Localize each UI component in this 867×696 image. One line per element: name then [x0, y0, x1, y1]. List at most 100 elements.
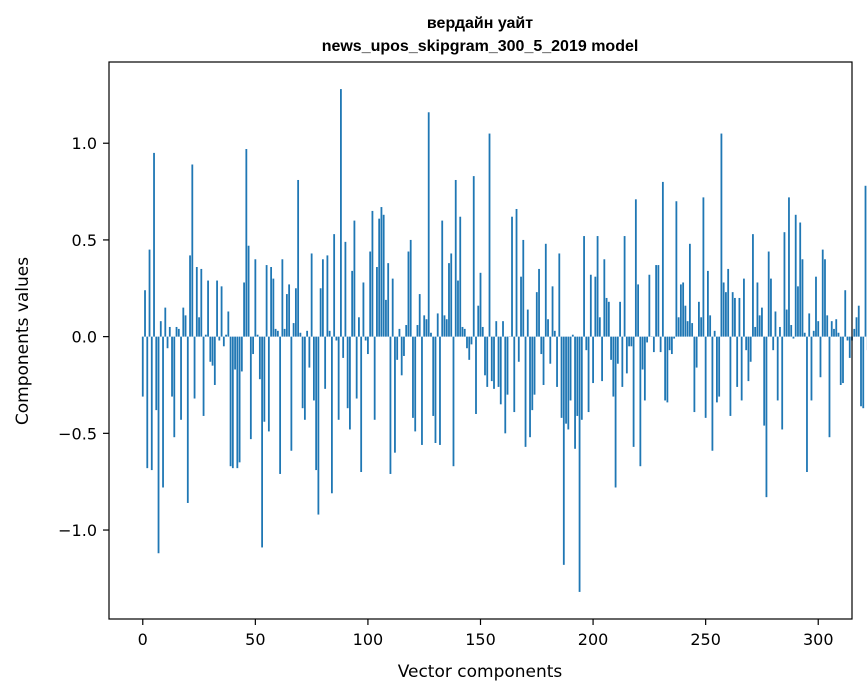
bar — [267, 336, 270, 432]
bar — [686, 321, 689, 337]
bar — [310, 253, 313, 337]
bar — [376, 267, 378, 337]
bar — [328, 330, 331, 337]
bar — [716, 336, 718, 403]
bar — [353, 220, 356, 337]
bar — [862, 336, 865, 409]
bar — [448, 263, 450, 337]
bar — [499, 336, 502, 405]
bar — [263, 336, 266, 422]
bar — [265, 265, 268, 337]
bar — [157, 336, 160, 554]
bar — [860, 336, 862, 407]
bar — [792, 336, 795, 339]
bar — [231, 336, 234, 469]
bar — [274, 328, 277, 337]
bar — [261, 336, 263, 548]
bar — [155, 336, 158, 411]
bar — [785, 309, 788, 337]
bar — [529, 336, 531, 438]
bar — [835, 319, 838, 337]
bar — [614, 336, 617, 488]
bar — [743, 278, 745, 337]
x-tick-label: 250 — [690, 630, 721, 649]
bar — [166, 336, 169, 349]
bar — [236, 336, 239, 469]
bar — [761, 307, 763, 337]
bar — [520, 276, 522, 337]
bar — [562, 336, 565, 565]
bar — [722, 282, 725, 337]
bar — [589, 274, 592, 337]
bar — [574, 336, 576, 449]
bar — [700, 317, 703, 337]
bar — [727, 268, 730, 337]
bar — [394, 336, 396, 453]
bar — [153, 152, 155, 337]
bar — [423, 315, 426, 337]
bar — [380, 207, 383, 337]
bar — [443, 315, 446, 337]
bar — [578, 336, 581, 592]
chart-title-line-1: вердайн уайт — [427, 15, 533, 32]
bar — [634, 199, 637, 337]
bar — [565, 336, 567, 424]
bar — [639, 336, 642, 467]
bar — [711, 336, 714, 451]
bar — [691, 323, 694, 337]
bar — [412, 336, 414, 418]
bar — [677, 317, 680, 337]
bar — [542, 336, 545, 385]
bar — [839, 336, 842, 385]
bar — [598, 317, 601, 337]
bar — [371, 210, 374, 337]
chart-title-line-2: news_upos_skipgram_300_5_2019 model — [322, 38, 639, 55]
bar — [725, 292, 727, 337]
bar — [173, 336, 176, 438]
y-tick-label: −0.5 — [58, 424, 97, 443]
bar — [245, 149, 248, 337]
bar — [150, 336, 153, 471]
bar — [844, 290, 847, 337]
y-tick-label: 1.0 — [72, 134, 97, 153]
bar — [752, 234, 754, 337]
bar — [679, 284, 682, 337]
bar — [767, 251, 770, 337]
bar — [225, 334, 227, 337]
bar — [846, 336, 849, 341]
bar — [148, 249, 151, 337]
bar — [702, 197, 705, 337]
bar — [567, 336, 570, 430]
bar — [279, 336, 282, 474]
bar — [506, 336, 509, 395]
bar — [159, 321, 162, 337]
bar — [526, 309, 529, 337]
bar — [321, 259, 324, 337]
bar — [358, 317, 360, 337]
bar — [713, 330, 716, 337]
bar — [452, 336, 455, 467]
bar — [612, 336, 615, 397]
bar — [270, 267, 273, 337]
bar — [297, 179, 300, 337]
bar — [340, 89, 342, 337]
bar — [288, 284, 291, 337]
bar — [594, 276, 597, 337]
bar — [405, 325, 408, 337]
bar — [688, 243, 691, 337]
bar — [459, 216, 462, 337]
bar — [450, 253, 453, 337]
bar — [171, 336, 173, 397]
bar — [837, 332, 840, 337]
bar — [810, 336, 813, 401]
bar — [216, 280, 218, 337]
bar — [770, 278, 772, 337]
bar — [324, 336, 327, 389]
bar — [283, 328, 286, 337]
bar — [646, 336, 649, 343]
bar — [864, 185, 867, 337]
bar — [475, 336, 477, 414]
bar — [779, 326, 781, 337]
bar — [276, 330, 279, 337]
bar — [754, 326, 757, 337]
